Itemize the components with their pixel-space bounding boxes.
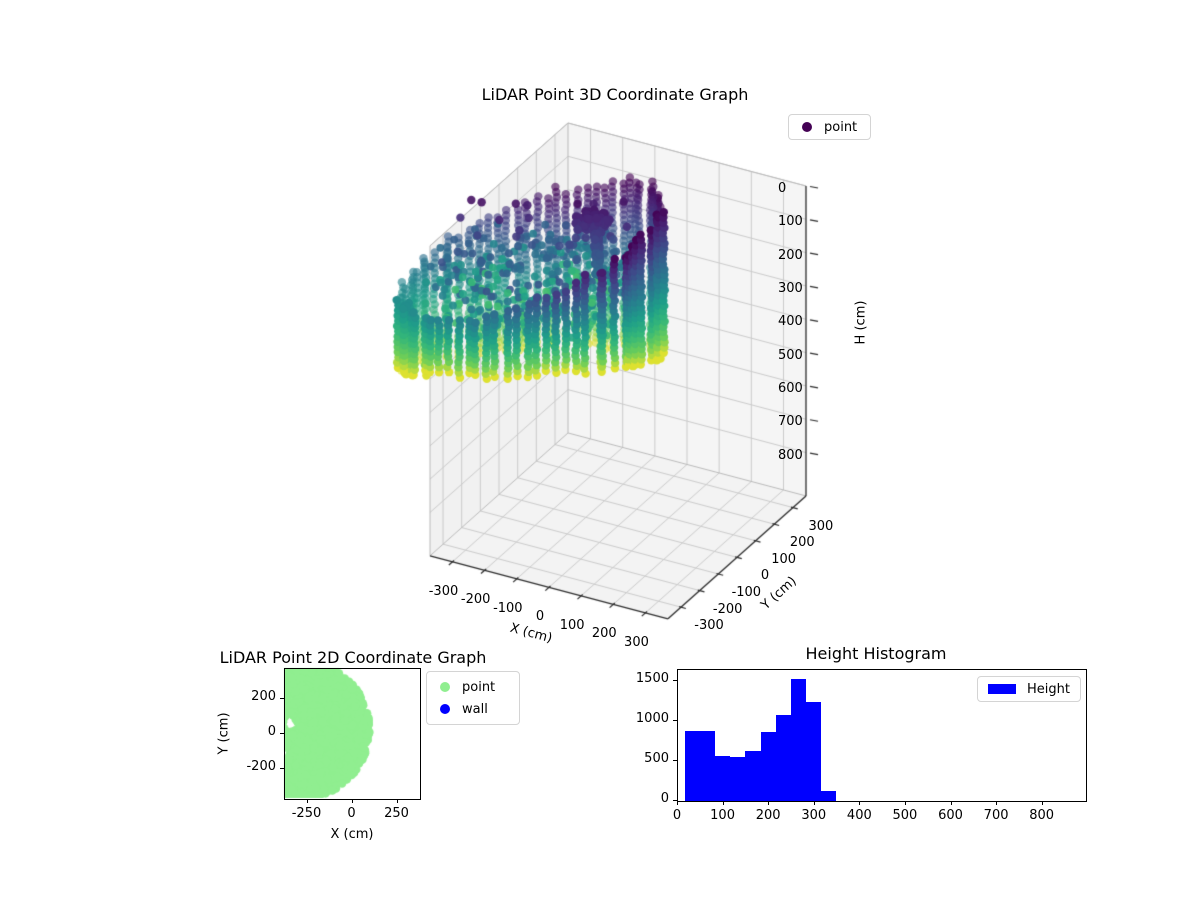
x-tick-2d [351,799,353,803]
h-tick-label-3d: 300 [777,280,803,296]
y-tick-label-2d: 0 [267,724,276,739]
x-tick-label-3d: 300 [624,634,649,650]
legend-entry-Height: Height [987,680,1070,698]
y-tick-label-3d: -100 [731,584,762,600]
y-tick-label-3d: -300 [694,618,724,634]
x-tick-label-3d: -300 [428,583,459,599]
axes-histogram [677,669,1087,802]
x-tick-label-hist: 0 [672,808,682,823]
y-tick-hist [673,760,677,762]
y-tick-hist [673,720,677,722]
x-tick-label-3d: 200 [591,626,617,642]
hist-bar [699,730,716,801]
y-tick-2d [280,733,284,734]
x-tick-hist [1041,801,1043,805]
x-tick-label-hist: 300 [801,808,827,823]
x-tick-hist [813,801,815,805]
y-tick-label-3d: 100 [771,551,797,567]
y-tick-hist [673,680,677,682]
y-tick-label-hist: 500 [644,751,669,767]
x-tick-hist [904,801,906,805]
h-tick-label-3d: 400 [777,314,803,330]
y-tick-label-2d: -200 [246,758,276,774]
y-tick-hist [673,800,677,801]
hist-bar [821,790,837,801]
x-tick-hist [859,801,861,805]
x-tick-hist [996,801,998,805]
y-tick-label-hist: 1500 [635,671,669,687]
hist-bar [760,731,776,801]
title-histogram: Height Histogram [805,644,947,663]
title-3d: LiDAR Point 3D Coordinate Graph [481,85,749,104]
legend-entry-point: point [798,118,860,136]
h-tick-label-3d: 500 [777,347,803,363]
y-tick-2d [280,767,284,769]
x-tick-label-3d: -100 [493,600,523,616]
y-tick-label-3d: -200 [712,601,743,617]
legend-histogram: Height [977,676,1081,702]
legend-3d: point [788,114,871,140]
hist-bar [730,757,746,801]
x-tick-hist [722,801,724,805]
wall-marker-icon [440,704,450,714]
legend-label: Height [1027,681,1070,697]
y-tick-label-3d: 200 [789,535,815,551]
x-tick-label-hist: 500 [892,808,918,823]
x-tick-label-hist: 700 [983,808,1009,823]
legend-label: point [824,119,858,135]
y-tick-2d [280,698,284,700]
hist-bar [775,714,791,801]
x-tick-label-hist: 600 [938,808,963,823]
x-tick-hist [950,801,952,805]
hist-bar [805,701,822,801]
Height-marker-icon [988,684,1016,694]
x-tick-label-2d: 250 [384,806,409,821]
x-tick-label-hist: 200 [755,808,781,823]
axis-label-x-2d: X (cm) [330,827,374,842]
hist-bar [790,678,806,801]
y-tick-label-3d: 0 [760,568,770,584]
x-tick-label-2d: 0 [347,806,356,821]
h-tick-label-3d: 0 [777,180,787,196]
hist-bar [684,730,700,801]
x-tick-2d [396,799,398,803]
x-tick-label-2d: -250 [291,806,322,821]
x-tick-label-3d: 100 [559,617,585,633]
legend-label: wall [462,701,488,717]
hist-bar [745,751,761,801]
legend-entry-wall: wall [436,698,509,720]
title-2d: LiDAR Point 2D Coordinate Graph [219,648,487,667]
x-tick-2d [306,799,308,803]
legend-entry-point: point [436,676,509,698]
x-tick-label-hist: 400 [846,808,872,823]
point-marker-icon [802,122,812,132]
y-tick-label-2d: 200 [251,689,276,705]
x-tick-hist [768,801,770,805]
h-tick-label-3d: 100 [777,214,803,230]
x-tick-label-3d: -200 [460,592,491,608]
h-tick-label-3d: 200 [777,247,803,263]
x-tick-hist [677,801,678,805]
x-tick-label-3d: 0 [535,609,545,625]
x-tick-label-hist: 800 [1029,808,1055,823]
h-tick-label-3d: 700 [777,414,803,430]
point-marker-icon [440,682,450,692]
axes-2d [284,668,421,800]
hist-bar [715,755,731,801]
x-tick-label-hist: 100 [710,808,735,823]
y-tick-label-3d: 300 [808,518,834,534]
h-tick-label-3d: 600 [777,380,803,396]
y-tick-label-hist: 1000 [635,711,669,727]
legend-2d: point wall [426,671,520,725]
y-tick-label-hist: 0 [660,791,669,806]
h-tick-label-3d: 800 [777,447,803,463]
legend-label: point [462,679,496,695]
